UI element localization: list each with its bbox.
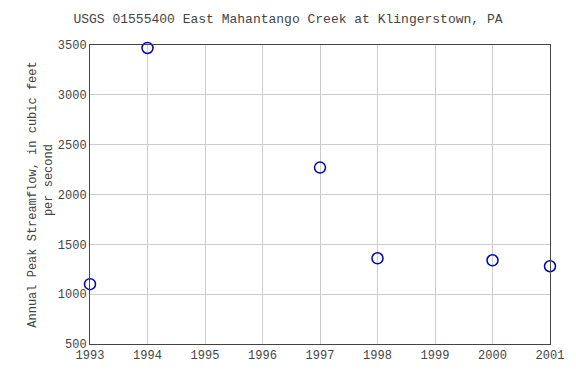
svg-text:1994: 1994 <box>133 349 162 363</box>
svg-text:1995: 1995 <box>191 349 220 363</box>
svg-text:2000: 2000 <box>58 189 87 203</box>
svg-text:2500: 2500 <box>58 139 87 153</box>
svg-text:2000: 2000 <box>478 349 507 363</box>
svg-text:500: 500 <box>65 338 87 352</box>
svg-text:1997: 1997 <box>306 349 335 363</box>
svg-text:Annual Peak Streamflow, in cub: Annual Peak Streamflow, in cubic feet pe… <box>26 61 56 327</box>
svg-text:1500: 1500 <box>58 239 87 253</box>
svg-text:1998: 1998 <box>363 349 392 363</box>
svg-text:1000: 1000 <box>58 288 87 302</box>
svg-text:1993: 1993 <box>76 349 105 363</box>
svg-text:3500: 3500 <box>58 39 87 53</box>
svg-text:3000: 3000 <box>58 89 87 103</box>
svg-text:USGS 01555400 East Mahantango: USGS 01555400 East Mahantango Creek at K… <box>73 12 502 27</box>
svg-text:1996: 1996 <box>248 349 277 363</box>
svg-text:2001: 2001 <box>536 349 565 363</box>
svg-text:1999: 1999 <box>421 349 450 363</box>
